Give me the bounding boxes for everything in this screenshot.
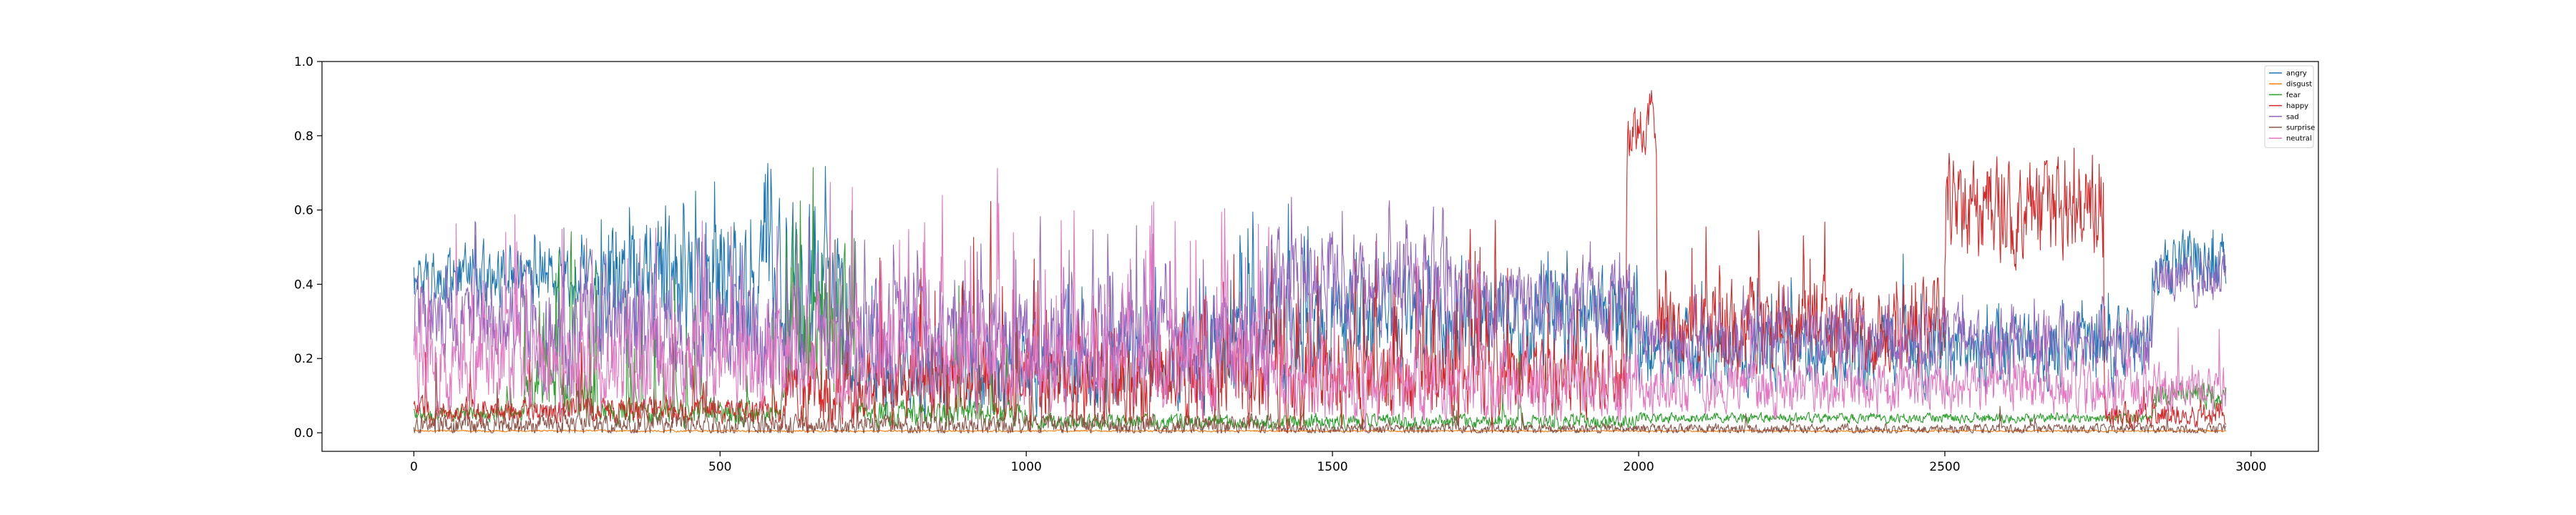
y-tick-label: 0.6 (294, 204, 313, 218)
legend-label-neutral: neutral (2286, 135, 2312, 143)
legend-label-sad: sad (2286, 113, 2299, 121)
x-tick-label: 1000 (1011, 460, 1042, 474)
y-tick-label: 0.4 (294, 278, 313, 292)
y-axis: 0.0 0.2 0.4 0.6 0.8 1.0 (294, 55, 322, 441)
legend-label-happy: happy (2286, 102, 2308, 110)
x-tick-label: 2000 (1623, 460, 1654, 474)
series-line-neutral (413, 167, 2227, 433)
x-tick-label: 500 (708, 460, 731, 474)
series-line-sad (413, 197, 2227, 403)
x-tick-label: 3000 (2235, 460, 2266, 474)
legend: angry disgust fear happy sad surprise neutral (2264, 65, 2315, 148)
legend-label-angry: angry (2286, 70, 2307, 78)
y-tick-label: 0.0 (294, 426, 313, 441)
y-tick-label: 1.0 (294, 55, 313, 69)
series-line-angry (413, 162, 2227, 422)
series-line-fear (413, 167, 2227, 431)
x-axis: 0 500 1000 1500 2000 2500 3000 (410, 451, 2266, 474)
series-layer (413, 90, 2227, 433)
series-line-surprise (413, 317, 2227, 433)
y-tick-label: 0.2 (294, 352, 313, 366)
legend-label-surprise: surprise (2286, 124, 2315, 132)
legend-label-disgust: disgust (2286, 81, 2312, 89)
x-tick-label: 0 (410, 460, 418, 474)
plot-frame (321, 61, 2319, 452)
x-tick-label: 1500 (1317, 460, 1347, 474)
x-tick-label: 2500 (1929, 460, 1960, 474)
legend-label-fear: fear (2286, 92, 2301, 99)
series-line-happy (413, 90, 2227, 433)
y-tick-label: 0.8 (294, 129, 313, 144)
